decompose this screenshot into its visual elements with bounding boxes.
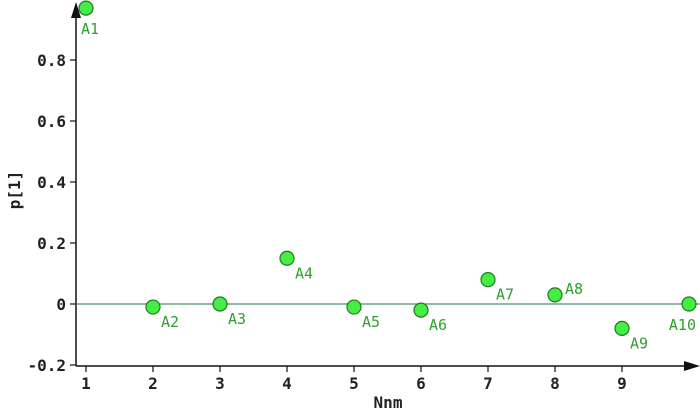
data-point: [145, 299, 161, 315]
point-label: A7: [496, 286, 514, 304]
y-tick-label: 0: [56, 295, 66, 314]
x-tick-label: 1: [81, 374, 91, 393]
point-label: A9: [630, 334, 648, 352]
y-axis-arrowhead: [71, 2, 81, 18]
y-tick-label: 0.6: [37, 112, 66, 131]
data-point: [279, 250, 295, 266]
y-tick-label: 0.4: [37, 173, 66, 192]
data-point: [547, 287, 563, 303]
x-tick-label: 3: [215, 374, 225, 393]
data-point: [212, 296, 228, 312]
point-label: A1: [81, 20, 99, 38]
y-tick-label: 0.8: [37, 51, 66, 70]
point-label: A6: [429, 316, 447, 334]
y-tick-label: -0.2: [27, 356, 66, 375]
x-tick-label: 8: [550, 374, 560, 393]
data-point: [413, 302, 429, 318]
x-axis-arrowhead: [684, 361, 700, 371]
ticks: -0.2 0 0.2 0.4 0.6 0.8 1 2 3 4 5 6 7 8 9: [27, 51, 626, 393]
data-points: A1 A2 A3 A4 A5 A6 A7 A8 A9 A10: [78, 0, 697, 352]
point-label: A10: [669, 316, 696, 334]
point-label: A2: [161, 313, 179, 331]
point-label: A3: [228, 310, 246, 328]
x-axis-title: Nnm: [374, 393, 403, 411]
x-tick-label: 6: [416, 374, 426, 393]
y-tick-label: 0.2: [37, 234, 66, 253]
data-point: [78, 0, 94, 16]
x-tick-label: 9: [617, 374, 627, 393]
y-axis-title: p[1]: [5, 171, 24, 210]
data-point: [614, 320, 630, 336]
data-point: [681, 296, 697, 312]
x-tick-label: 7: [483, 374, 493, 393]
data-point: [480, 272, 496, 288]
axes: [71, 2, 700, 371]
point-label: A5: [362, 313, 380, 331]
x-tick-label: 2: [148, 374, 158, 393]
point-label: A8: [565, 280, 583, 298]
x-tick-label: 5: [349, 374, 359, 393]
point-label: A4: [295, 264, 313, 282]
x-tick-label: 4: [282, 374, 292, 393]
data-point: [346, 299, 362, 315]
